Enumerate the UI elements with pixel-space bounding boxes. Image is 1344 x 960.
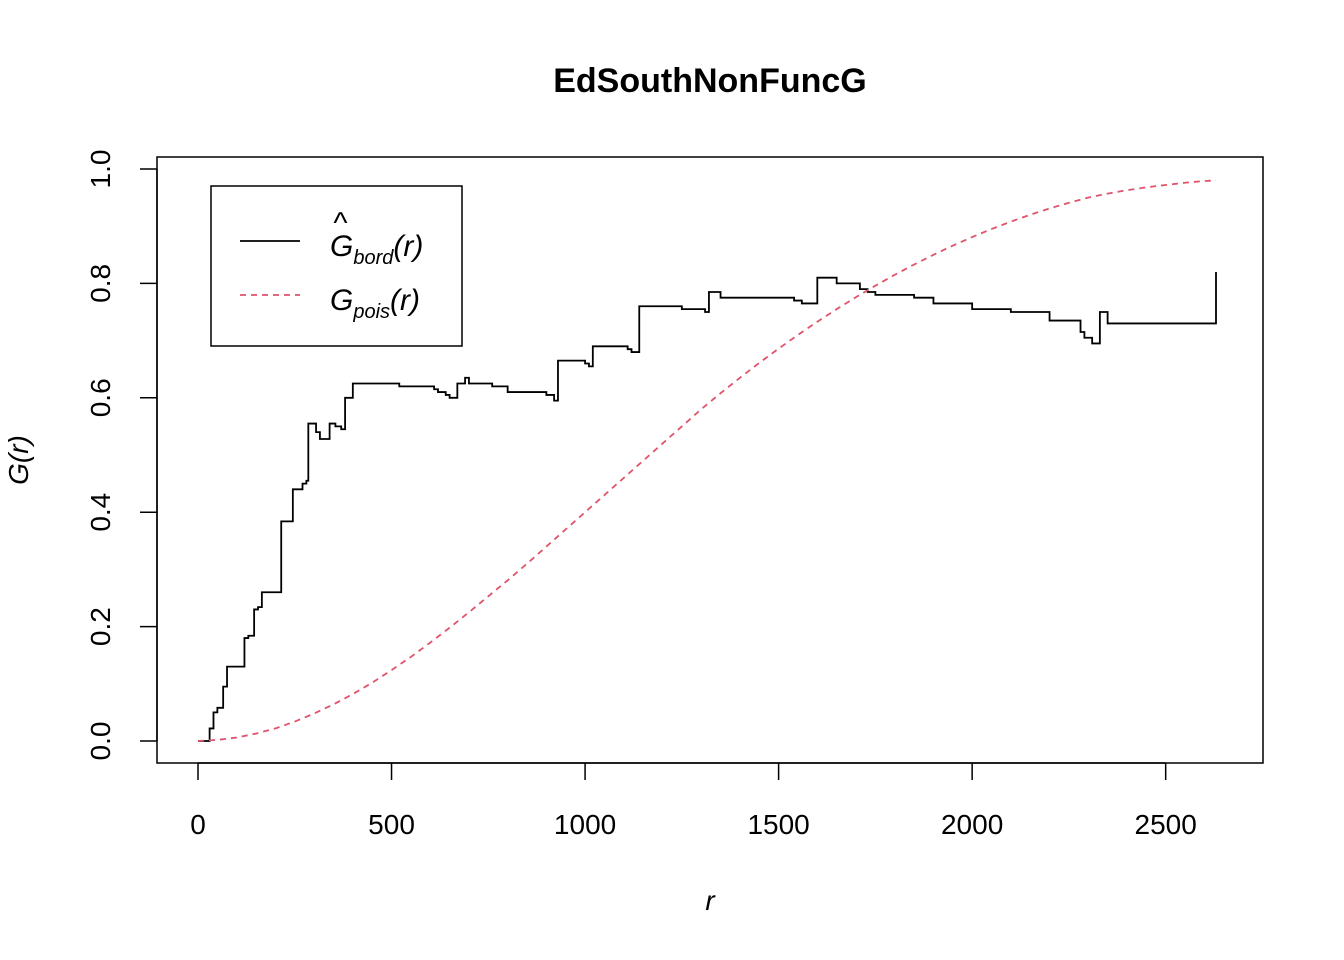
y-tick-label: 0.0: [85, 722, 116, 761]
legend-label-bord: Gbord(r): [330, 230, 423, 269]
legend-hat-bord: ^: [333, 207, 348, 240]
x-tick-label: 2500: [1135, 809, 1197, 840]
chart-title: EdSouthNonFuncG: [553, 62, 867, 100]
x-tick-label: 1000: [554, 809, 616, 840]
x-axis-label: r: [705, 885, 716, 916]
y-tick-label: 0.4: [85, 493, 116, 532]
x-tick-label: 2000: [941, 809, 1003, 840]
series-line-bord: [198, 271, 1217, 742]
series-layer: [197, 179, 1217, 742]
y-axis-label: G(r): [3, 435, 34, 485]
x-tick-label: 0: [190, 809, 206, 840]
x-tick-label: 1500: [747, 809, 809, 840]
x-axis: 0 500 1000 1500 2000 2500: [190, 762, 1197, 840]
legend: Gbord(r)^ Gpois(r): [210, 185, 463, 347]
legend-label-pois: Gpois(r): [330, 284, 420, 323]
x-tick-label: 500: [368, 809, 415, 840]
y-tick-label: 1.0: [85, 150, 116, 189]
y-tick-label: 0.2: [85, 607, 116, 646]
y-tick-label: 0.6: [85, 378, 116, 417]
legend-box: [210, 185, 463, 347]
y-axis: 0.0 0.2 0.4 0.6 0.8 1.0: [85, 150, 158, 761]
y-tick-label: 0.8: [85, 264, 116, 303]
